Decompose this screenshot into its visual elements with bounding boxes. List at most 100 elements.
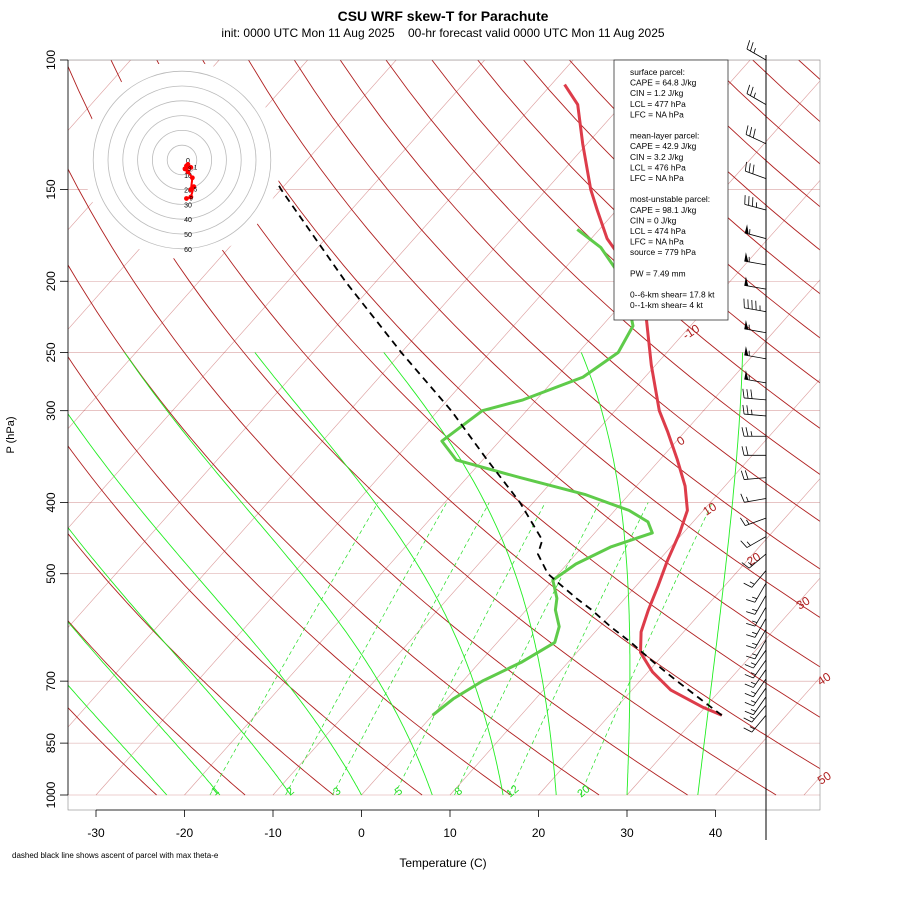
info-line: LFC = NA hPa (630, 237, 684, 247)
hodograph-ring (137, 115, 227, 205)
info-line: LFC = NA hPa (630, 173, 684, 183)
wind-barb (742, 388, 767, 401)
hodograph-point-label: 3 (188, 167, 192, 173)
info-line: CIN = 0 J/kg (630, 215, 677, 225)
wind-barb (744, 696, 767, 716)
info-line: CIN = 3.2 J/kg (630, 152, 684, 162)
wind-barb (746, 595, 767, 615)
info-line: CIN = 1.2 J/kg (630, 88, 684, 98)
hodograph-ring (151, 129, 212, 190)
mixing-ratio-line (209, 502, 379, 796)
wind-barb (746, 606, 767, 627)
hodograph-ring (92, 70, 272, 250)
wind-barb (746, 639, 767, 660)
isotherm-line (626, 577, 820, 796)
hodograph-ring-label: 10 (184, 173, 192, 180)
y-tick-label: 500 (44, 563, 58, 583)
y-tick-label: 850 (44, 733, 58, 753)
wind-barb (744, 320, 767, 334)
hodograph-ring-label: 50 (184, 232, 192, 239)
moist-adiabat-line (68, 684, 168, 796)
wind-barb (743, 298, 767, 313)
mixing-ratio-line (394, 502, 546, 796)
wind-barb (746, 582, 767, 603)
moist-adiabat-line (580, 352, 631, 796)
info-line: PW = 7.49 mm (630, 268, 686, 278)
dry-adiabat-line (68, 533, 334, 796)
wind-barb (741, 427, 766, 437)
x-tick-label: -20 (176, 826, 194, 840)
moist-adiabat-line (68, 413, 362, 796)
x-axis-label: Temperature (C) (399, 856, 486, 870)
x-tick-label: 30 (620, 826, 634, 840)
hodograph-ring (107, 85, 257, 235)
hodograph-point-label: 1 (194, 165, 198, 171)
hodograph-point (188, 187, 194, 193)
hodograph-point (185, 169, 191, 175)
x-tick-label: -10 (264, 826, 282, 840)
isotherm-line (68, 60, 662, 728)
dry-adiabat-line (477, 60, 820, 384)
wind-barb (746, 618, 767, 638)
info-line: 0--6-km shear= 17.8 kt (630, 290, 715, 300)
hodograph-point (184, 163, 189, 169)
wind-barb (744, 687, 767, 707)
y-tick-label: 300 (44, 400, 58, 420)
dry-adiabat-line (385, 60, 820, 475)
y-tick-label: 200 (44, 271, 58, 291)
wind-barb (744, 370, 767, 384)
moist-adiabat-line (383, 352, 557, 796)
info-line: LCL = 477 hPa (630, 99, 686, 109)
moist-adiabat-line (254, 352, 504, 796)
wind-barb (740, 493, 767, 503)
x-tick-label: 10 (443, 826, 457, 840)
mixing-ratio-line (508, 502, 649, 796)
chart-subtitle: init: 0000 UTC Mon 11 Aug 2025 00-hr for… (221, 26, 664, 40)
x-tick-label: -30 (87, 826, 105, 840)
dry-adiabat-line (68, 620, 246, 796)
info-line: most-unstable parcel: (630, 194, 710, 204)
hodograph-ring-label: 0 (186, 158, 190, 165)
wind-barb (741, 553, 767, 569)
hodograph-ring-label: 40 (184, 217, 192, 224)
hodograph-point-label: 9 (189, 196, 193, 202)
wind-barb (743, 715, 767, 733)
wind-barb (745, 125, 767, 145)
wind-barb (744, 276, 767, 290)
dry-adiabat-line (339, 60, 820, 522)
wind-barb (746, 40, 767, 61)
temperature-curve (563, 83, 723, 717)
wind-barb (744, 649, 767, 669)
info-line: CAPE = 64.8 J/kg (630, 78, 697, 88)
wind-barb (744, 252, 767, 266)
hodograph: 0 10 20 30 40 50 60 13 59 (83, 61, 281, 259)
dry-adiabat-line (68, 168, 688, 796)
wind-barb (743, 705, 767, 723)
sounding-curves (235, 83, 723, 717)
info-line: LCL = 474 hPa (630, 226, 686, 236)
hodograph-ring (166, 144, 198, 176)
moist-adiabat-line (697, 352, 743, 796)
dry-adiabat-line (202, 60, 820, 668)
chart-title: CSU WRF skew-T for Parachute (338, 8, 549, 24)
dry-adiabat-line (431, 60, 820, 429)
dry-adiabat-line (68, 707, 157, 796)
dry-adiabat-line (110, 60, 820, 770)
wind-barb (746, 84, 767, 105)
hodograph-ring-label: 20 (184, 188, 192, 195)
y-tick-label: 100 (44, 50, 58, 70)
isotherm-line (68, 60, 485, 529)
dry-adiabat-line (68, 445, 423, 796)
wind-barb (743, 570, 767, 588)
hodograph-point (188, 165, 194, 170)
info-line: LCL = 476 hPa (630, 162, 686, 172)
wind-barb (744, 224, 767, 240)
isotherm-line (68, 60, 397, 430)
dry-adiabat-line (68, 356, 511, 796)
footnote: dashed black line shows ascent of parcel… (12, 851, 219, 860)
wind-barb (744, 161, 767, 179)
x-tick-label: 40 (709, 826, 723, 840)
info-line: source = 779 hPa (630, 247, 696, 257)
info-line: LFC = NA hPa (630, 109, 684, 119)
